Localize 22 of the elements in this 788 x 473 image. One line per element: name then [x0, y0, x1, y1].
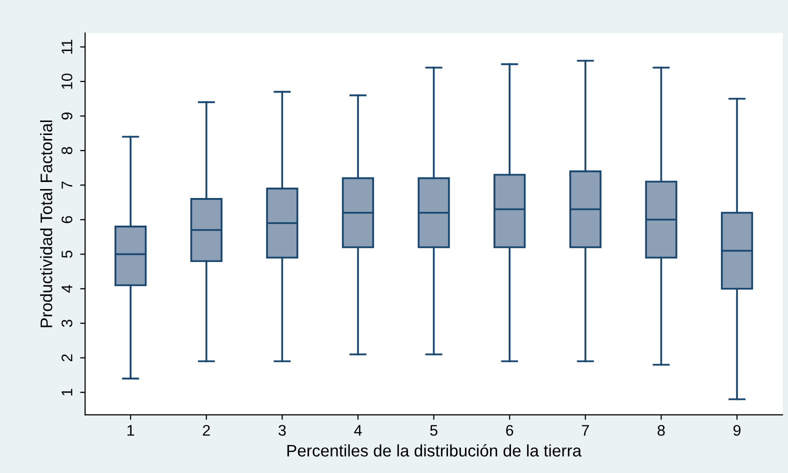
y-tick-label: 5: [62, 250, 72, 258]
x-tick-label: 3: [278, 424, 286, 436]
x-tick-label: 4: [354, 425, 362, 436]
y-tick-label: 2: [62, 354, 72, 362]
y-tick-label: 8: [62, 146, 72, 154]
y-axis-title: Productividad Total Factorial: [40, 120, 52, 328]
x-tick-label: 6: [506, 424, 514, 436]
y-tick-label: 3: [62, 320, 72, 327]
y-tick-label: 4: [62, 284, 72, 293]
y-tick-label: 7: [62, 182, 72, 189]
y-tick-label: 9: [62, 112, 72, 120]
y-tick-label: 10: [62, 74, 72, 89]
y-tick-label: 11: [62, 40, 72, 54]
y-tick-label: 1: [62, 388, 72, 396]
x-tick-label: 5: [430, 425, 438, 436]
y-tick-label: 6: [62, 216, 72, 224]
x-tick-label: 9: [733, 424, 741, 436]
x-tick-label: 7: [582, 425, 589, 436]
x-axis-title: Percentiles de la distribución de la tierra: [287, 444, 582, 457]
x-tick-label: 1: [128, 425, 134, 436]
x-tick-label: 2: [202, 424, 210, 436]
x-tick-label: 8: [658, 424, 665, 436]
